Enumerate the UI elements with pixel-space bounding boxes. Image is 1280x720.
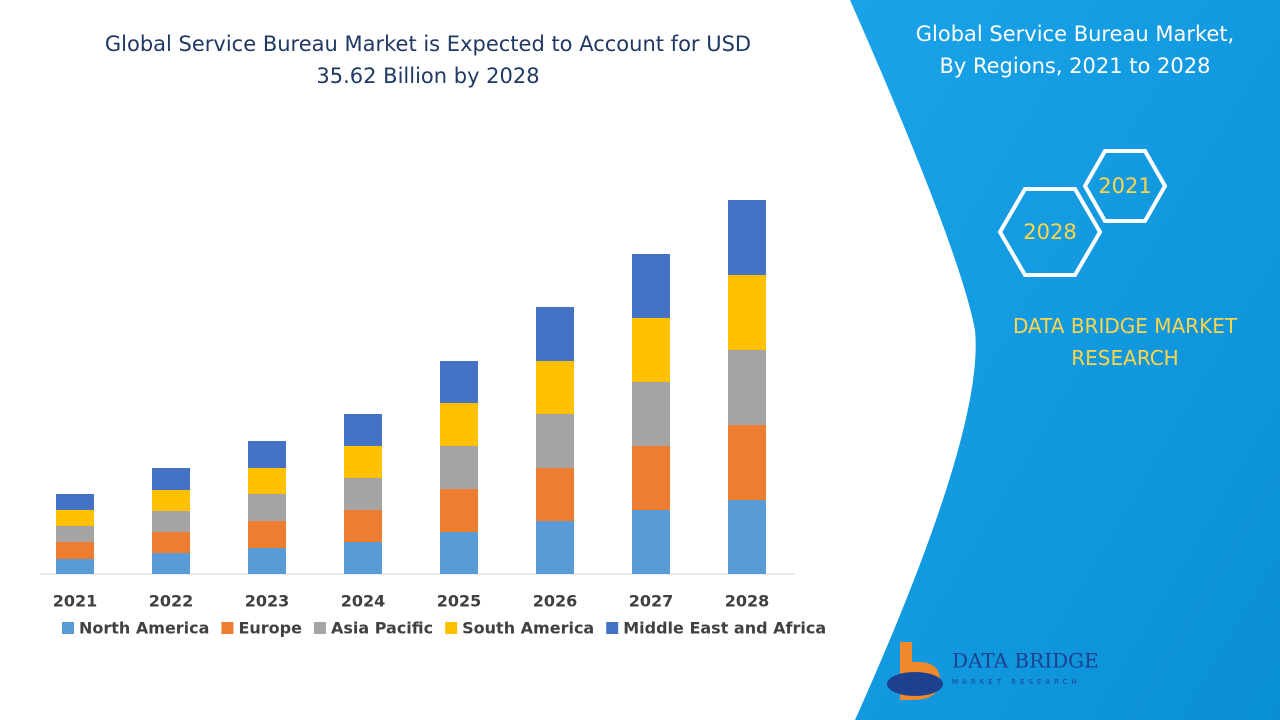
bar-segment [728,350,766,425]
x-tick-label: 2024 [341,592,386,611]
bar-segment [152,490,190,511]
bar-segment [344,478,382,510]
bar-segment [536,414,574,468]
legend-swatch [606,622,619,634]
x-tick-label: 2025 [437,592,482,611]
bar-segment [440,361,478,403]
bar-segment [632,318,670,382]
brand: DATA BRIDGE MARKET RESEARCH [1012,314,1238,370]
hex-label: 2028 [1023,220,1076,244]
logo-tagline: MARKET RESEARCH [952,678,1081,686]
bar-segment [440,489,478,532]
hexagon [997,187,1103,277]
legend-label: Europe [238,619,302,638]
bar-segment [56,510,94,526]
x-tick-label: 2022 [149,592,194,611]
bar-segment [536,361,574,414]
bar-segment [152,468,190,490]
bar-segment [248,494,286,521]
legend-label: Asia Pacific [331,619,433,638]
logo-name: DATA BRIDGE [952,649,1099,673]
x-tick-label: 2021 [53,592,98,611]
side-title: Global Service Bureau Market, By Regions… [915,22,1235,78]
bar-segment [56,542,94,559]
bar-segment [728,200,766,275]
bar-segment [728,275,766,350]
bar-segment [632,382,670,446]
bar-segment [344,510,382,542]
bar-segment [248,441,286,468]
x-tick-label: 2028 [725,592,770,611]
bar-segment [632,510,670,574]
legend-label: North America [79,619,209,638]
legend-swatch [221,622,234,634]
x-tick-label: 2026 [533,592,578,611]
bar-segment [152,511,190,532]
bar-segment [632,446,670,510]
hex-label: 2021 [1098,174,1151,198]
x-tick-label: 2027 [629,592,674,611]
chart-title: Global Service Bureau Market is Expected… [104,32,752,88]
bar-segment [440,532,478,574]
bar-segment [56,559,94,574]
x-tick-label: 2023 [245,592,290,611]
logo-icon [887,672,943,696]
legend-swatch [445,622,458,634]
bar-segment [536,521,574,574]
bar-segment [728,500,766,574]
bar-segment [440,403,478,446]
bar-segment [728,425,766,500]
bar-segment [344,446,382,478]
hexagon [1082,149,1168,223]
bar-segment [248,548,286,574]
bar-segment [152,532,190,553]
bar-segment [536,468,574,521]
bar-segment [56,526,94,542]
bar-segment [152,553,190,574]
bar-segment [344,414,382,446]
legend-swatch [62,622,74,634]
bar-segment [536,307,574,361]
bar-segment [56,494,94,510]
logo: DATA BRIDGE MARKET RESEARCH [887,642,1099,700]
side-panel [850,0,1280,720]
bar-segment [248,468,286,494]
bar-segment [632,254,670,318]
legend-label: Middle East and Africa [623,619,826,638]
bar-segment [344,542,382,574]
bar-segment [248,521,286,548]
bar-segment [440,446,478,489]
legend-label: South America [462,619,594,638]
legend-swatch [313,622,326,634]
